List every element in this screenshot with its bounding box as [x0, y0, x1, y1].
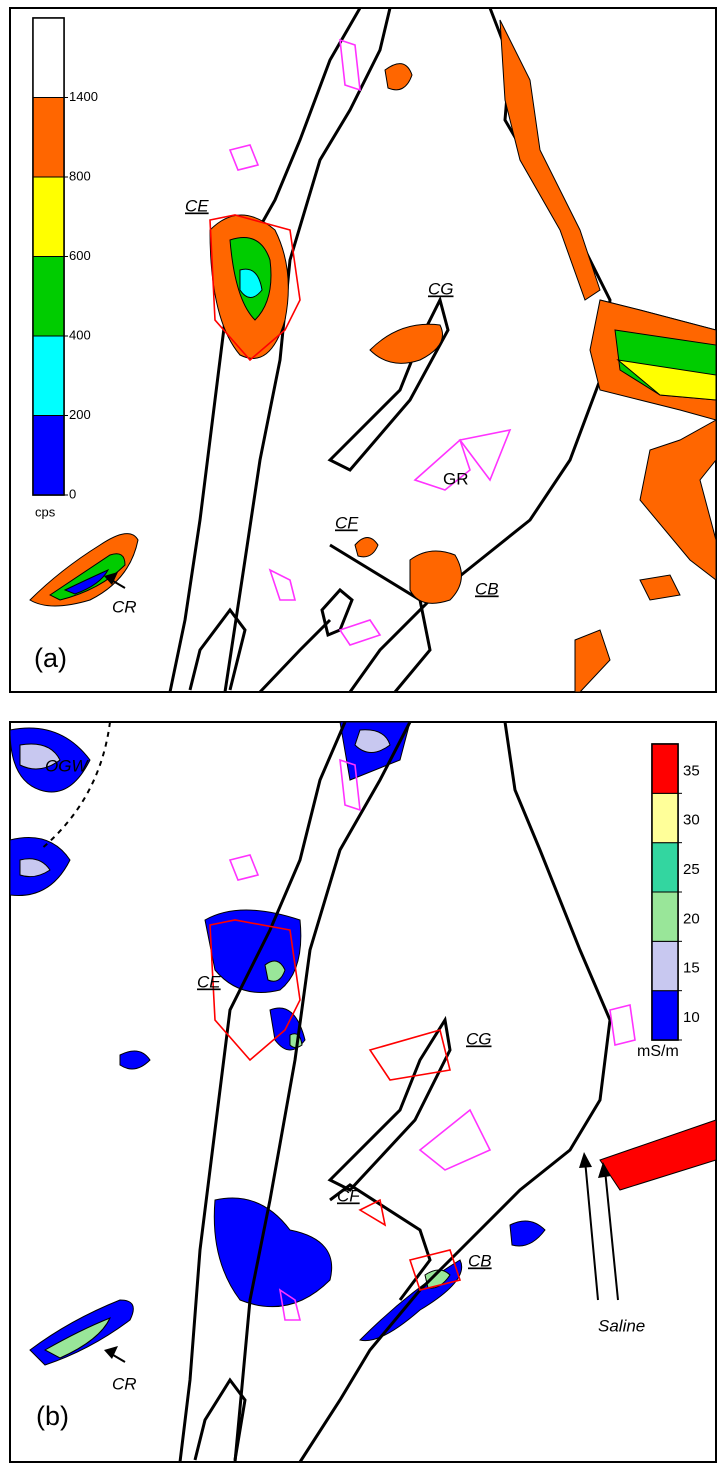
- anomaly: [409, 550, 462, 604]
- annotation: OGW: [45, 756, 89, 775]
- arrowhead: [104, 572, 118, 585]
- outline: [233, 721, 412, 1463]
- annotation: CR: [112, 597, 137, 616]
- annotation: CR: [112, 1374, 137, 1393]
- legend-unit: cps: [35, 504, 56, 519]
- legend-tick-label: 25: [683, 861, 700, 878]
- outline: [193, 1377, 247, 1461]
- anomaly: [384, 63, 413, 91]
- legend-swatch: [32, 176, 65, 257]
- outline: [178, 721, 347, 1463]
- annotation: CF: [337, 1186, 361, 1205]
- annotation: CB: [475, 579, 499, 598]
- annotation: CG: [428, 279, 454, 298]
- outline: [320, 587, 354, 638]
- legend-swatch: [651, 940, 679, 992]
- anomaly: [354, 537, 379, 558]
- legend-swatch: [651, 743, 679, 794]
- annotation: CF: [335, 513, 359, 532]
- annotation: CE: [185, 196, 209, 215]
- legend-unit: mS/m: [637, 1043, 679, 1060]
- anomaly: [264, 960, 451, 1289]
- legend-swatch: [651, 792, 679, 844]
- legend-swatch: [651, 990, 679, 1041]
- panel-b: (b) mS/m OGW CE CG CF CB Saline CR: [9, 721, 717, 1463]
- panel-label: (b): [36, 1401, 69, 1431]
- boundary: [39, 721, 111, 851]
- legend-tick-label: 600: [69, 248, 91, 263]
- legend-swatch: [651, 842, 679, 893]
- outline: [188, 607, 247, 691]
- anomaly: [63, 568, 110, 595]
- outline: [223, 7, 392, 693]
- legend-tick-label: 20: [683, 910, 700, 927]
- legend-frame: [651, 743, 679, 1041]
- outline: [327, 1015, 452, 1192]
- annotation: CE: [197, 972, 221, 991]
- legend-tick-label: 800: [69, 168, 91, 183]
- annotation: GR: [443, 469, 469, 488]
- legend-tick-label: 1400: [69, 89, 98, 104]
- anomaly: [239, 268, 263, 298]
- legend-swatch: [32, 335, 65, 416]
- anomaly: [119, 1050, 546, 1247]
- polygon: [228, 758, 636, 1321]
- legend-swatch: [32, 256, 65, 337]
- legend-tick-label: 0: [69, 486, 76, 501]
- anomaly: [574, 629, 611, 693]
- legend-frame: [32, 17, 65, 496]
- outline: [329, 1183, 432, 1301]
- anomaly: [639, 574, 681, 601]
- legend-tick-label: 30: [683, 812, 700, 829]
- legend-tick-label: 200: [69, 407, 91, 422]
- panel-a: (a) cps CE CG GR CF CB CR: [9, 7, 717, 694]
- polygon: [228, 38, 512, 646]
- anomaly: [499, 19, 601, 301]
- legend-swatch: [32, 97, 65, 178]
- anomaly: [204, 909, 462, 1342]
- polygon: [209, 214, 301, 362]
- outline: [327, 295, 450, 472]
- legend-tick-label: 15: [683, 960, 700, 977]
- anomaly: [43, 1317, 111, 1359]
- legend-swatch: [32, 415, 65, 496]
- annotation: Saline: [598, 1316, 645, 1335]
- annotation: CB: [468, 1251, 492, 1270]
- anomaly: [29, 533, 139, 607]
- legend-tick-label: 35: [683, 762, 700, 779]
- legend-swatch: [32, 17, 65, 98]
- annotation: CG: [466, 1029, 492, 1048]
- polygon: [209, 919, 462, 1291]
- anomaly: [599, 1119, 717, 1191]
- anomaly: [616, 359, 717, 401]
- outline: [298, 721, 612, 1463]
- panel-frame: [9, 721, 717, 1463]
- anomaly: [19, 729, 391, 878]
- outline: [258, 543, 432, 694]
- legend-tick-label: 400: [69, 327, 91, 342]
- anomaly: [369, 323, 443, 364]
- legend-tick-label: 10: [683, 1009, 700, 1026]
- panel-label: (a): [34, 643, 67, 673]
- legend-swatch: [651, 891, 679, 942]
